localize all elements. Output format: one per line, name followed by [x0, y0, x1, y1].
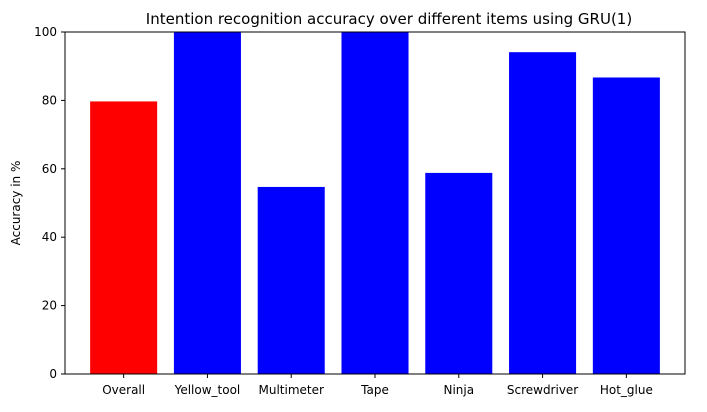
plot-area — [90, 32, 660, 375]
y-tick-label: 60 — [42, 162, 57, 176]
y-tick-label: 100 — [34, 25, 57, 39]
x-tick-label: Hot_glue — [600, 383, 653, 397]
bar-ninja — [425, 172, 493, 374]
bar-tape — [341, 32, 409, 374]
chart-title: Intention recognition accuracy over diff… — [146, 10, 632, 28]
y-tick-label: 20 — [42, 299, 57, 313]
x-tick-label: Tape — [360, 383, 389, 397]
y-tick-label: 0 — [49, 367, 57, 381]
x-tick-label: Yellow_tool — [174, 383, 241, 397]
x-tick-label: Multimeter — [258, 383, 323, 397]
bar-screwdriver — [509, 52, 577, 375]
x-tick-label: Overall — [102, 383, 145, 397]
y-tick-label: 40 — [42, 230, 57, 244]
bar-hot-glue — [592, 77, 660, 375]
x-tick-label: Ninja — [443, 383, 474, 397]
y-axis-label: Accuracy in % — [9, 161, 23, 246]
bar-multimeter — [257, 186, 325, 374]
y-tick-label: 80 — [42, 93, 57, 107]
bar-overall — [90, 101, 158, 375]
axes: 0 20 40 60 80 100 Overall Yellow_tool Multimeter… — [34, 25, 686, 397]
x-tick-label: Screwdriver — [507, 383, 578, 397]
bar-yellow-tool — [173, 32, 241, 374]
